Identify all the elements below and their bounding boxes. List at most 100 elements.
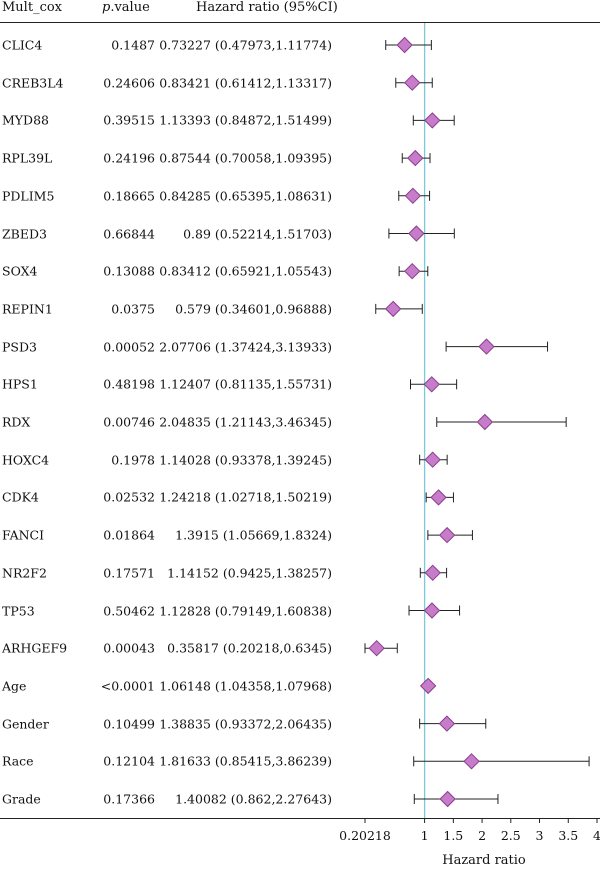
hr-point <box>439 790 456 808</box>
pvalue-suffix: .value <box>110 0 150 15</box>
row-pvalue: 0.00746 <box>103 414 155 430</box>
row-hazard-ratio-text: 1.38835 (0.93372,2.06435) <box>159 716 332 732</box>
hr-point <box>463 753 480 770</box>
row-pvalue: 0.18665 <box>103 188 155 204</box>
hr-point <box>438 715 456 732</box>
hr-point <box>476 413 494 431</box>
row-hazard-ratio-text: 1.12407 (0.81135,1.55731) <box>159 376 332 392</box>
row-name: Race <box>2 753 34 769</box>
row-pvalue: 0.00043 <box>103 640 155 656</box>
hr-point <box>419 677 437 695</box>
row-hazard-ratio-text: 1.14152 (0.9425,1.38257) <box>167 565 332 581</box>
hr-point <box>424 451 441 468</box>
pvalue-italic-p: p <box>102 0 111 15</box>
row-pvalue: 0.48198 <box>103 376 155 392</box>
row-hazard-ratio-text: 1.81633 (0.85415,3.86239) <box>159 753 332 769</box>
row-name: NR2F2 <box>2 565 47 581</box>
row-pvalue: 0.17571 <box>103 565 155 581</box>
row-pvalue: 0.39515 <box>103 112 155 128</box>
row-pvalue: 0.0375 <box>111 301 155 317</box>
hr-point <box>368 639 385 657</box>
row-hazard-ratio-text: 0.73227 (0.47973,1.11774) <box>159 37 332 53</box>
row-name: RPL39L <box>2 150 53 166</box>
row-hazard-ratio-text: 0.579 (0.34601,0.96888) <box>175 301 332 317</box>
x-tick-label: 2 <box>478 828 486 843</box>
x-axis-title: Hazard ratio <box>442 853 526 868</box>
row-name: Age <box>2 678 27 694</box>
row-name: Grade <box>2 791 41 807</box>
row-name: HPS1 <box>2 376 38 392</box>
row-name: MYD88 <box>2 112 49 128</box>
row-hazard-ratio-text: 1.06148 (1.04358,1.07968) <box>159 678 332 694</box>
row-name: PSD3 <box>2 339 37 355</box>
hr-point <box>424 112 441 129</box>
column-header-name: Mult_cox <box>2 0 63 15</box>
row-name: ZBED3 <box>2 226 47 241</box>
row-pvalue: 0.24606 <box>103 75 155 91</box>
hr-point <box>407 149 424 167</box>
hr-point <box>404 187 422 205</box>
row-pvalue: 0.00052 <box>103 339 155 355</box>
row-hazard-ratio-text: 1.13393 (0.84872,1.51499) <box>159 112 332 128</box>
row-hazard-ratio-text: 0.35817 (0.20218,0.6345) <box>167 640 332 656</box>
row-name: FANCI <box>2 527 45 543</box>
row-hazard-ratio-text: 1.40082 (0.862,2.27643) <box>175 791 332 807</box>
bottom-rule <box>0 818 600 819</box>
row-name: TP53 <box>2 603 35 618</box>
row-name: Gender <box>2 716 49 732</box>
hr-point <box>404 74 421 91</box>
row-pvalue: 0.1487 <box>111 37 155 53</box>
hr-point <box>423 376 440 393</box>
row-name: CLIC4 <box>2 37 43 53</box>
x-tick-label: 0.20218 <box>339 828 391 843</box>
row-name: HOXC4 <box>2 452 50 468</box>
row-pvalue: 0.17366 <box>103 791 155 807</box>
row-hazard-ratio-text: 0.84285 (0.65395,1.08631) <box>159 188 332 204</box>
hr-point <box>396 36 413 54</box>
x-tick-label: 4 <box>593 828 600 843</box>
row-hazard-ratio-text: 1.14028 (0.93378,1.39245) <box>159 452 332 468</box>
row-hazard-ratio-text: 0.89 (0.52214,1.51703) <box>183 226 332 241</box>
header-rule <box>0 22 600 23</box>
row-pvalue: 0.1978 <box>111 452 155 468</box>
row-pvalue: 0.12104 <box>103 753 155 769</box>
row-hazard-ratio-text: 0.87544 (0.70058,1.09395) <box>159 150 332 166</box>
hr-point <box>408 225 425 242</box>
row-pvalue: <0.0001 <box>100 678 155 694</box>
row-pvalue: 0.66844 <box>103 226 155 241</box>
row-name: CREB3L4 <box>2 75 64 91</box>
row-pvalue: 0.50462 <box>103 603 155 618</box>
row-hazard-ratio-text: 2.04835 (1.21143,3.46345) <box>159 414 332 430</box>
hr-point <box>438 526 456 544</box>
hr-point <box>384 300 402 318</box>
row-name: PDLIM5 <box>2 188 55 204</box>
hr-point <box>430 489 447 506</box>
row-name: SOX4 <box>2 263 38 279</box>
x-tick-label: 1.5 <box>443 828 463 843</box>
x-tick-label: 3 <box>536 828 544 843</box>
row-hazard-ratio-text: 1.12828 (0.79149,1.60838) <box>159 603 332 618</box>
row-name: REPIN1 <box>2 301 53 317</box>
row-hazard-ratio-text: 0.83421 (0.61412,1.13317) <box>159 75 332 91</box>
column-header-pvalue: p.value <box>102 0 150 15</box>
x-tick-label: 1 <box>421 828 429 843</box>
row-pvalue: 0.24196 <box>103 150 155 166</box>
row-name: ARHGEF9 <box>2 640 68 656</box>
column-header-hazard-ratio: Hazard ratio (95%CI) <box>196 0 338 15</box>
row-hazard-ratio-text: 1.24218 (1.02718,1.50219) <box>159 489 332 505</box>
hr-point <box>423 602 441 619</box>
row-name: RDX <box>2 414 31 430</box>
row-hazard-ratio-text: 0.83412 (0.65921,1.05543) <box>159 263 332 279</box>
row-hazard-ratio-text: 1.3915 (1.05669,1.8324) <box>175 527 332 543</box>
hr-point <box>404 262 421 280</box>
row-hazard-ratio-text: 2.07706 (1.37424,3.13933) <box>159 339 332 355</box>
row-pvalue: 0.01864 <box>103 527 155 543</box>
row-pvalue: 0.13088 <box>103 263 155 279</box>
x-tick-label: 3.5 <box>558 828 578 843</box>
hr-point <box>424 564 441 582</box>
row-name: CDK4 <box>2 489 39 505</box>
row-pvalue: 0.10499 <box>103 716 155 732</box>
row-pvalue: 0.02532 <box>103 489 155 505</box>
